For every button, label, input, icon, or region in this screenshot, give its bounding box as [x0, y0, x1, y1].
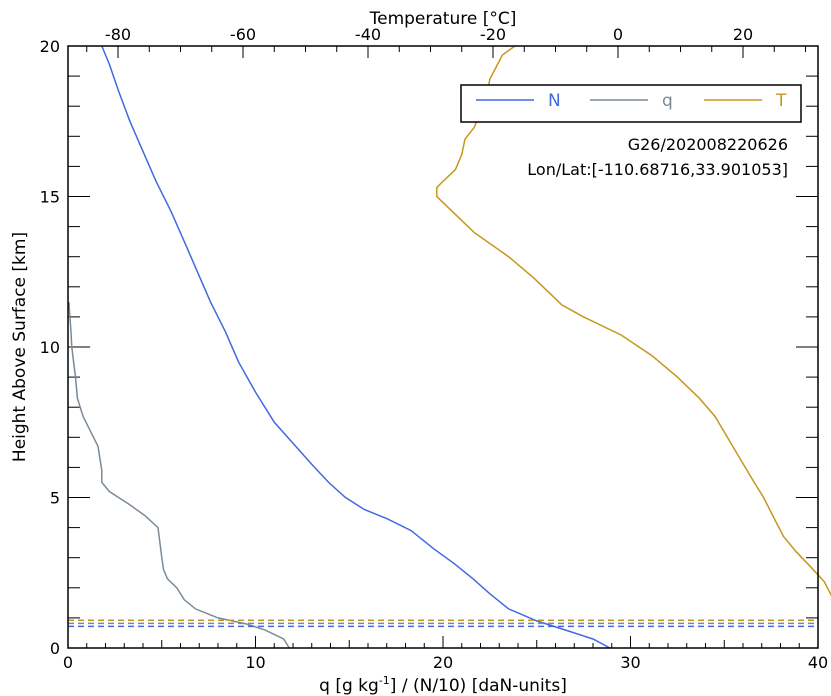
- top-axis-title: Temperature [°C]: [369, 9, 517, 29]
- x-tick-label: 20: [433, 653, 453, 672]
- x-axis-title: q [g kg-1] / (N/10) [daN-units]: [319, 674, 567, 696]
- top-tick-label: -40: [355, 25, 381, 44]
- top-tick-label: 0: [613, 25, 623, 44]
- y-tick-label: 10: [40, 338, 60, 357]
- x-tick-label: 0: [63, 653, 73, 672]
- legend: N q T: [460, 84, 802, 123]
- x-tick-label: 30: [620, 653, 640, 672]
- series-line-q: [68, 301, 290, 649]
- plot-frame: [67, 45, 819, 649]
- x-tick-label: 10: [245, 653, 265, 672]
- series-line-n: [101, 45, 611, 649]
- series-line-t: [436, 45, 831, 597]
- legend-box: [460, 84, 802, 123]
- top-tick-label: -80: [105, 25, 131, 44]
- legend-label-q: q: [662, 91, 673, 111]
- x-tick-label: 40: [808, 653, 828, 672]
- series-layer: [68, 45, 831, 649]
- legend-label-t: T: [775, 91, 787, 111]
- boundary-layer-lines: [68, 619, 818, 628]
- top-tick-label: -60: [230, 25, 256, 44]
- y-axis-title: Height Above Surface [km]: [10, 232, 30, 462]
- legend-label-n: N: [548, 91, 561, 111]
- top-tick-label: -20: [480, 25, 506, 44]
- y-tick-label: 15: [40, 188, 60, 207]
- top-tick-label: 20: [733, 25, 753, 44]
- tick-labels: 0 10 20 30 40 -80 -60 -40 -20 0 20 0 5 10 15 20: [40, 25, 829, 672]
- y-tick-label: 0: [50, 639, 60, 658]
- annotation-station: G26/202008220626: [628, 135, 788, 154]
- annotation-lonlat: Lon/Lat:[-110.68716,33.901053]: [527, 160, 788, 179]
- y-tick-label: 20: [40, 37, 60, 56]
- axis-ticks: [67, 45, 819, 649]
- y-tick-label: 5: [50, 489, 60, 508]
